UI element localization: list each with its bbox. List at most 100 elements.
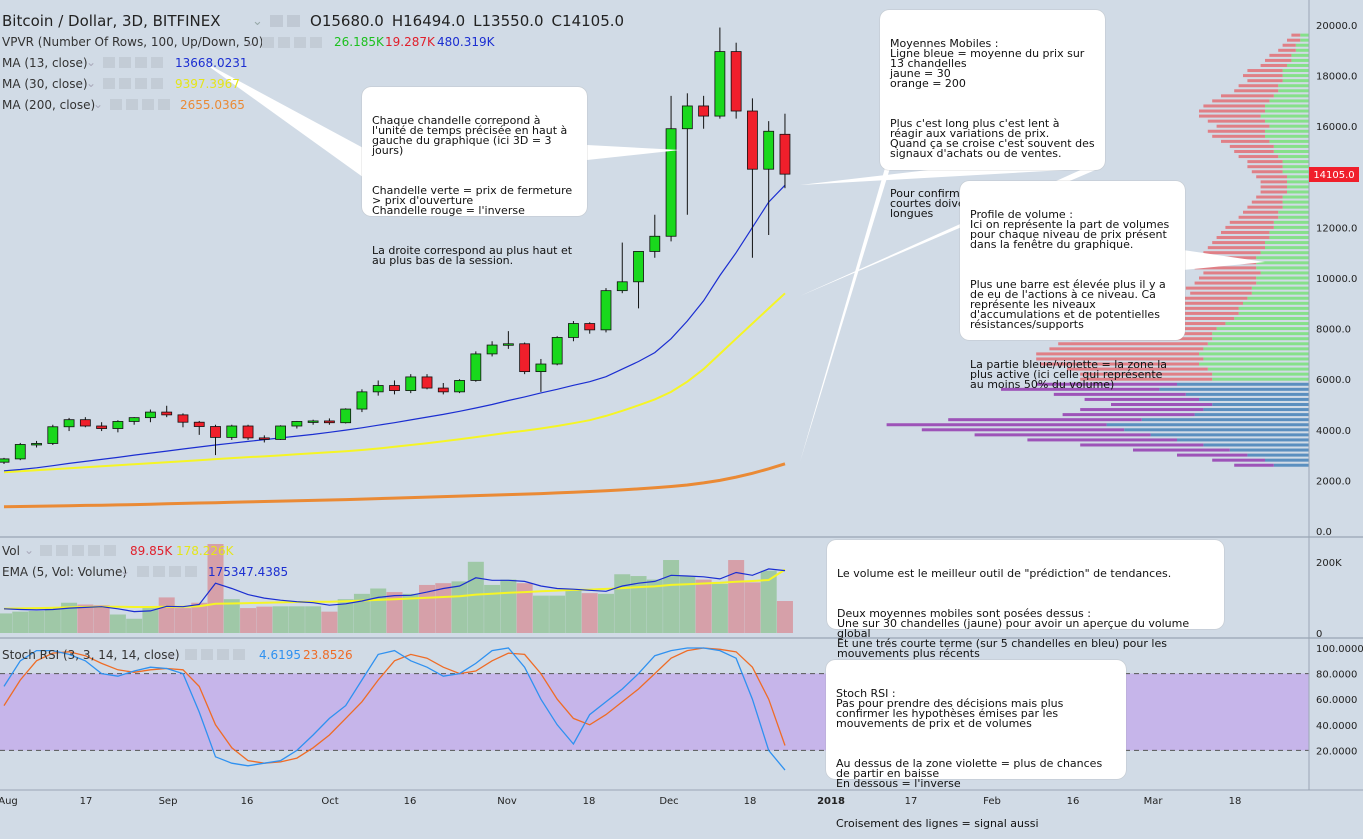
candle[interactable] — [486, 341, 498, 357]
candle[interactable] — [161, 405, 173, 418]
chevron-down-icon[interactable]: ⌄ — [86, 55, 96, 69]
candle[interactable] — [568, 321, 579, 342]
chevron-down-icon[interactable]: ⌄ — [86, 76, 96, 90]
candle[interactable] — [323, 418, 335, 425]
chevron-down-icon[interactable]: ⌄ — [166, 647, 176, 661]
candle[interactable] — [193, 420, 205, 435]
candle-body — [161, 411, 173, 416]
volume-bar — [256, 606, 273, 633]
candle-body — [291, 421, 303, 427]
candle[interactable] — [649, 214, 661, 258]
candle[interactable] — [226, 424, 238, 440]
candle[interactable] — [584, 322, 596, 334]
candle[interactable] — [470, 351, 482, 382]
indicator-controls[interactable] — [185, 649, 245, 660]
stoch-axis-tick: 20.0000 — [1316, 746, 1357, 757]
candle[interactable] — [551, 336, 563, 366]
volume-profile-bar-up — [1203, 347, 1309, 351]
candle[interactable] — [502, 331, 514, 349]
chevron-down-icon[interactable]: ⌄ — [252, 14, 263, 29]
candle[interactable] — [63, 417, 75, 432]
volume-profile-bar-up — [1207, 367, 1309, 371]
candle[interactable] — [779, 113, 791, 189]
indicator-controls[interactable] — [110, 99, 170, 110]
chevron-down-icon[interactable]: ⌄ — [24, 543, 34, 557]
candle[interactable] — [31, 440, 42, 448]
chevron-down-icon[interactable]: ⌄ — [93, 97, 103, 111]
candle[interactable] — [730, 42, 742, 119]
candle[interactable] — [128, 417, 140, 425]
volume-bar — [711, 583, 728, 633]
ma30-legend[interactable]: MA (30, close) ⌄ 9397.3967 — [2, 76, 240, 91]
candle[interactable] — [535, 358, 547, 392]
candle[interactable] — [291, 420, 303, 429]
candle[interactable] — [519, 342, 531, 375]
candle[interactable] — [47, 424, 59, 445]
candle[interactable] — [633, 251, 644, 309]
candle[interactable] — [389, 380, 400, 395]
volume-bar — [288, 606, 305, 633]
vol-legend[interactable]: Vol ⌄ 89.85K 178.226K — [2, 543, 235, 558]
volume-profile-bar-down — [1067, 367, 1208, 371]
candle[interactable] — [307, 419, 319, 425]
time-axis-tick: Sep — [159, 796, 178, 807]
volume-profile-bar-up — [1265, 129, 1309, 133]
ma13-legend[interactable]: MA (13, close) ⌄ 13668.0231 — [2, 55, 248, 70]
candle[interactable] — [96, 422, 108, 432]
eye-icon[interactable] — [270, 15, 283, 27]
callout-volume-profile: Profile de volume : Ici on représente la… — [960, 181, 1185, 390]
candle[interactable] — [421, 374, 433, 390]
candle[interactable] — [275, 425, 286, 440]
stoch-legend[interactable]: Stoch RSI (3, 3, 14, 14, close) ⌄ 4.6195… — [2, 647, 353, 662]
volume-profile-bar-down — [1247, 79, 1283, 83]
volume-profile-bar-down — [1199, 276, 1257, 280]
candle[interactable] — [356, 389, 368, 413]
candle[interactable] — [698, 95, 710, 129]
candle[interactable] — [681, 93, 693, 215]
chevron-down-icon[interactable]: ⌄ — [120, 564, 130, 578]
chart-canvas[interactable]: 0.0 2000.0 4000.0 6000.0 8000.0 10000.0 12000.… — [0, 0, 1363, 808]
settings-icon[interactable] — [287, 15, 300, 27]
price-axis-tick: 16000.0 — [1316, 122, 1357, 133]
candle[interactable] — [14, 442, 26, 461]
chevron-down-icon[interactable]: ⌄ — [245, 35, 255, 49]
indicator-controls[interactable] — [103, 78, 163, 89]
candle-body — [600, 290, 612, 331]
candle[interactable] — [665, 95, 677, 242]
callout-pointer — [1183, 250, 1265, 270]
indicator-controls[interactable] — [137, 566, 197, 577]
candle[interactable] — [372, 380, 384, 396]
candle-body — [47, 426, 59, 444]
volume-profile-bar-up — [1269, 236, 1309, 240]
volume-profile-bar-up — [1273, 220, 1309, 224]
candle[interactable] — [112, 420, 124, 433]
candle[interactable] — [454, 379, 465, 394]
indicator-controls[interactable] — [103, 57, 163, 68]
indicator-controls[interactable] — [40, 545, 116, 556]
volume-bar — [695, 579, 712, 633]
candle[interactable] — [405, 374, 417, 394]
candle[interactable] — [600, 288, 612, 333]
vpvr-legend[interactable]: VPVR (Number Of Rows, 100, Up/Down, 50) … — [2, 35, 496, 49]
ema-legend[interactable]: EMA (5, Vol: Volume) ⌄ 175347.4385 — [2, 564, 288, 579]
volume-profile-bar-up — [1278, 210, 1309, 214]
candle[interactable] — [145, 409, 156, 423]
candle[interactable] — [714, 27, 726, 119]
candle[interactable] — [747, 98, 758, 258]
volume-profile-bar-up — [1251, 286, 1309, 290]
candle[interactable] — [616, 242, 628, 294]
candle[interactable] — [437, 382, 449, 395]
candle[interactable] — [242, 424, 254, 440]
volume-profile-bar-up — [1295, 43, 1309, 47]
candle[interactable] — [763, 121, 775, 235]
ma200-legend[interactable]: MA (200, close) ⌄ 2655.0365 — [2, 97, 245, 112]
candle[interactable] — [177, 413, 189, 428]
candle[interactable] — [210, 424, 221, 456]
candle[interactable] — [258, 435, 270, 443]
candle[interactable] — [0, 457, 10, 464]
symbol-legend[interactable]: Bitcoin / Dollar, 3D, BITFINEX ⌄ O15680.… — [2, 12, 624, 30]
volume-profile-bar-up — [1287, 180, 1309, 184]
indicator-controls[interactable] — [262, 37, 322, 48]
candle[interactable] — [340, 408, 352, 424]
candle[interactable] — [79, 417, 91, 428]
